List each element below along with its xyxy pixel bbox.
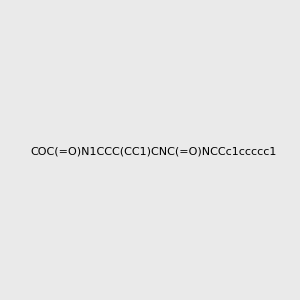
Text: COC(=O)N1CCC(CC1)CNC(=O)NCCc1ccccc1: COC(=O)N1CCC(CC1)CNC(=O)NCCc1ccccc1: [31, 146, 277, 157]
